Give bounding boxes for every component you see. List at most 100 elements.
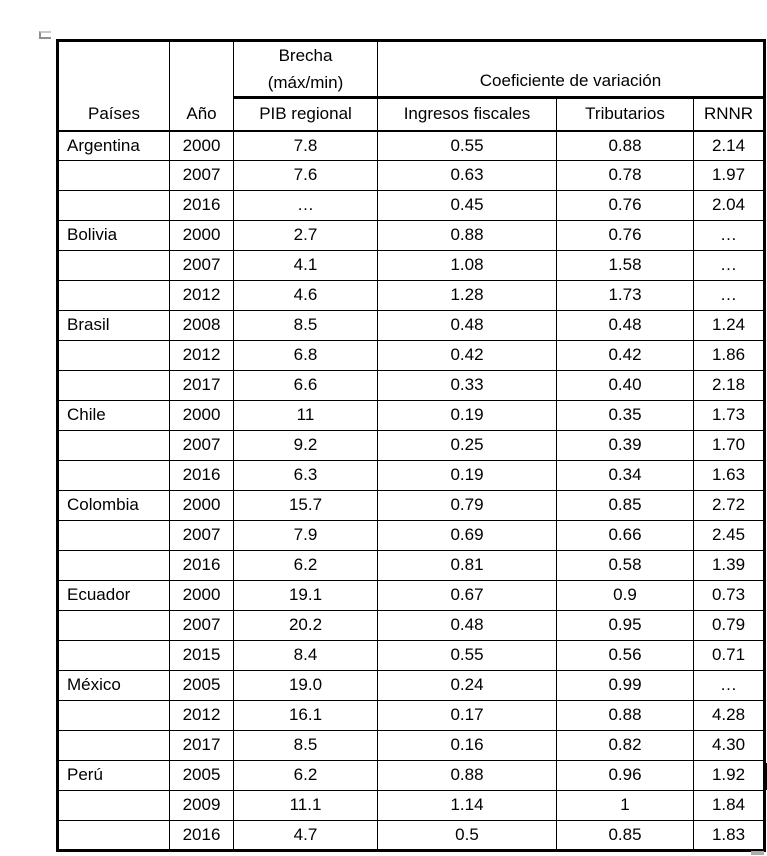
pib-regional-cell: 11.1 (233, 790, 378, 821)
ingresos-fiscales-cell: 0.69 (377, 520, 557, 551)
ingresos-fiscales-cell: 0.88 (377, 220, 557, 251)
table-resize-handle[interactable] (751, 851, 764, 855)
tributarios-cell: 1 (556, 790, 694, 821)
ingresos-fiscales-cell: 0.19 (377, 400, 557, 431)
table-row: 2017 8.5 0.16 0.82 4.30 (57, 730, 766, 761)
ingresos-fiscales-cell: 0.42 (377, 340, 557, 371)
rnnr-cell: 1.73 (692, 400, 766, 431)
pib-regional-cell: 16.1 (233, 700, 378, 731)
table-row: 2016 4.7 0.5 0.85 1.83 (57, 820, 766, 851)
pib-regional-cell: 6.2 (233, 760, 378, 791)
table-row: 2009 11.1 1.14 1 1.84 (57, 790, 766, 821)
tributarios-cell: 1.73 (556, 280, 694, 311)
country-cell (57, 460, 170, 491)
table-row: 2007 20.2 0.48 0.95 0.79 (57, 610, 766, 641)
ingresos-fiscales-cell: 0.48 (377, 610, 557, 641)
rnnr-cell: 1.70 (692, 430, 766, 461)
tributarios-cell: 0.56 (556, 640, 694, 671)
rnnr-cell: … (692, 250, 766, 281)
table-anchor-handle[interactable] (39, 31, 51, 39)
ingresos-fiscales-cell: 0.25 (377, 430, 557, 461)
country-cell (57, 250, 170, 281)
ingresos-fiscales-cell: 0.16 (377, 730, 557, 761)
ingresos-fiscales-cell: 0.88 (377, 760, 557, 791)
table-row: Bolivia 2000 2.7 0.88 0.76 … (57, 220, 766, 251)
ingresos-fiscales-cell: 0.24 (377, 670, 557, 701)
year-cell: 2000 (169, 130, 234, 161)
rnnr-cell: 2.45 (692, 520, 766, 551)
country-cell: Brasil (57, 310, 170, 341)
tributarios-cell: 0.39 (556, 430, 694, 461)
pib-regional-cell: 2.7 (233, 220, 378, 251)
year-cell: 2000 (169, 400, 234, 431)
rnnr-cell: 1.84 (692, 790, 766, 821)
year-cell: 2017 (169, 730, 234, 761)
year-cell: 2017 (169, 370, 234, 401)
ingresos-fiscales-cell: 0.79 (377, 490, 557, 521)
table-row: 2017 6.6 0.33 0.40 2.18 (57, 370, 766, 401)
table-row: Colombia 2000 15.7 0.79 0.85 2.72 (57, 490, 766, 521)
pib-regional-cell: 4.1 (233, 250, 378, 281)
tributarios-cell: 0.88 (556, 700, 694, 731)
year-cell: 2015 (169, 640, 234, 671)
pib-regional-cell: 6.6 (233, 370, 378, 401)
table-row: 2016 6.3 0.19 0.34 1.63 (57, 460, 766, 491)
tributarios-cell: 0.35 (556, 400, 694, 431)
country-cell (57, 340, 170, 371)
year-cell: 2016 (169, 550, 234, 581)
country-cell (57, 430, 170, 461)
pib-regional-cell: 20.2 (233, 610, 378, 641)
table-row: 2007 9.2 0.25 0.39 1.70 (57, 430, 766, 461)
year-cell: 2016 (169, 190, 234, 221)
table-header: Países Año Brecha (máx/min) Coeficiente … (57, 40, 766, 132)
ingresos-fiscales-cell: 0.45 (377, 190, 557, 221)
year-cell: 2016 (169, 460, 234, 491)
country-cell (57, 730, 170, 761)
ingresos-fiscales-cell: 1.28 (377, 280, 557, 311)
pib-regional-cell: 4.7 (233, 820, 378, 851)
year-cell: 2007 (169, 250, 234, 281)
tributarios-cell: 0.85 (556, 820, 694, 851)
country-cell: México (57, 670, 170, 701)
ingresos-fiscales-cell: 0.55 (377, 130, 557, 161)
pib-regional-cell: 6.3 (233, 460, 378, 491)
year-cell: 2007 (169, 430, 234, 461)
table-row: 2012 16.1 0.17 0.88 4.28 (57, 700, 766, 731)
pib-regional-cell: … (233, 190, 378, 221)
pib-regional-cell: 15.7 (233, 490, 378, 521)
year-cell: 2005 (169, 760, 234, 791)
tributarios-cell: 0.85 (556, 490, 694, 521)
tributarios-cell: 0.42 (556, 340, 694, 371)
column-header-brecha: Brecha (máx/min) (233, 40, 378, 99)
text-cursor-caret (764, 763, 767, 790)
table-row: Ecuador 2000 19.1 0.67 0.9 0.73 (57, 580, 766, 611)
tributarios-cell: 0.96 (556, 760, 694, 791)
year-cell: 2008 (169, 310, 234, 341)
ingresos-fiscales-cell: 0.19 (377, 460, 557, 491)
pib-regional-cell: 6.2 (233, 550, 378, 581)
year-cell: 2012 (169, 340, 234, 371)
table-row: 2016 … 0.45 0.76 2.04 (57, 190, 766, 221)
tributarios-cell: 0.58 (556, 550, 694, 581)
table-row: 2012 4.6 1.28 1.73 … (57, 280, 766, 311)
table-row: 2007 7.9 0.69 0.66 2.45 (57, 520, 766, 551)
country-cell (57, 640, 170, 671)
pib-regional-cell: 7.9 (233, 520, 378, 551)
tributarios-cell: 0.78 (556, 160, 694, 191)
rnnr-cell: … (692, 220, 766, 251)
pib-regional-cell: 4.6 (233, 280, 378, 311)
rnnr-cell: 1.63 (692, 460, 766, 491)
country-cell (57, 820, 170, 851)
table-row: 2007 4.1 1.08 1.58 … (57, 250, 766, 281)
table-row: 2012 6.8 0.42 0.42 1.86 (57, 340, 766, 371)
rnnr-cell: 1.86 (692, 340, 766, 371)
tributarios-cell: 0.88 (556, 130, 694, 161)
ingresos-fiscales-cell: 0.17 (377, 700, 557, 731)
tributarios-cell: 0.9 (556, 580, 694, 611)
rnnr-cell: 2.14 (692, 130, 766, 161)
pib-regional-cell: 6.8 (233, 340, 378, 371)
table-row: 2016 6.2 0.81 0.58 1.39 (57, 550, 766, 581)
table-row: Brasil 2008 8.5 0.48 0.48 1.24 (57, 310, 766, 341)
rnnr-cell: 0.71 (692, 640, 766, 671)
year-cell: 2012 (169, 700, 234, 731)
